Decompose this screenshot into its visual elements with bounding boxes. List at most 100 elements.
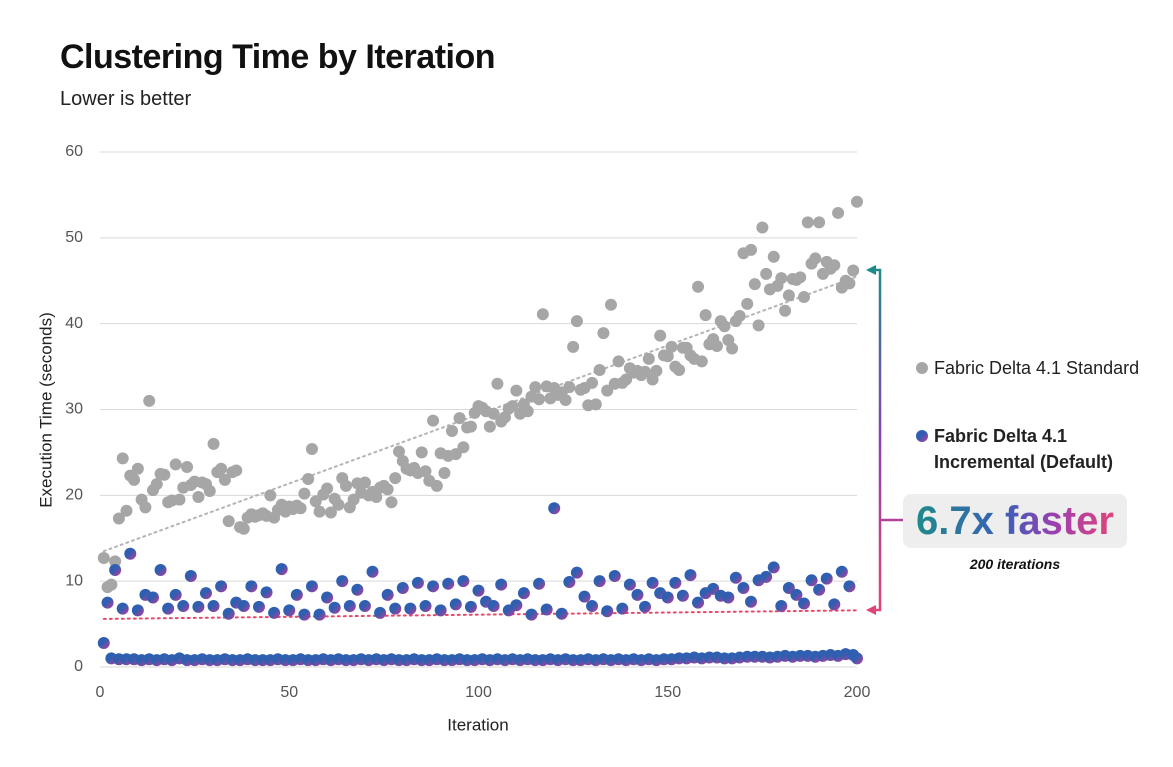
point xyxy=(427,580,440,593)
y-tick-label: 50 xyxy=(65,229,83,246)
point xyxy=(105,578,118,591)
point xyxy=(745,243,758,256)
point xyxy=(150,478,163,491)
point xyxy=(506,400,519,413)
point xyxy=(805,574,818,587)
point xyxy=(351,583,364,596)
point xyxy=(215,462,228,475)
point xyxy=(298,487,311,500)
point xyxy=(798,597,811,610)
point xyxy=(411,576,424,589)
point xyxy=(324,506,337,519)
point xyxy=(828,259,841,272)
point xyxy=(586,376,599,389)
point xyxy=(430,479,443,492)
point xyxy=(332,498,345,511)
point xyxy=(434,604,447,617)
point xyxy=(495,578,508,591)
point xyxy=(237,600,250,613)
x-tick-label: 0 xyxy=(96,684,105,701)
y-tick-label: 10 xyxy=(65,572,83,589)
point xyxy=(302,473,315,486)
point xyxy=(570,566,583,579)
point xyxy=(741,297,754,310)
point xyxy=(555,607,568,620)
point xyxy=(760,570,773,583)
point xyxy=(313,608,326,621)
point xyxy=(222,607,235,620)
point xyxy=(154,564,167,577)
point xyxy=(230,464,243,477)
annotation: 6.7x faster xyxy=(916,499,1114,543)
point xyxy=(181,461,194,474)
point xyxy=(146,591,159,604)
point xyxy=(593,575,606,588)
point xyxy=(676,589,689,602)
point xyxy=(404,602,417,615)
point xyxy=(510,599,523,612)
point xyxy=(832,206,845,219)
point xyxy=(570,315,583,328)
point xyxy=(321,591,334,604)
point xyxy=(608,570,621,583)
point xyxy=(729,571,742,584)
point xyxy=(623,578,636,591)
point xyxy=(305,580,318,593)
legend-marker xyxy=(916,362,928,374)
point xyxy=(446,424,459,437)
point xyxy=(529,381,542,394)
point xyxy=(646,576,659,589)
point xyxy=(487,600,500,613)
point xyxy=(328,601,341,614)
point xyxy=(457,575,470,588)
annotation-box: 6.7x faster xyxy=(903,494,1127,548)
point xyxy=(393,445,406,458)
point xyxy=(847,264,860,277)
arrow-bottom xyxy=(866,605,876,615)
point xyxy=(790,588,803,601)
y-tick-label: 0 xyxy=(74,658,83,675)
point xyxy=(268,606,281,619)
point xyxy=(767,561,780,574)
point xyxy=(612,355,625,368)
point xyxy=(813,583,826,596)
point xyxy=(120,504,133,517)
point xyxy=(109,555,122,568)
point xyxy=(298,608,311,621)
y-tick-label: 40 xyxy=(65,315,83,332)
point xyxy=(809,252,822,265)
point xyxy=(464,420,477,433)
point xyxy=(684,569,697,582)
point xyxy=(801,216,814,229)
point xyxy=(589,398,602,411)
point xyxy=(237,522,250,535)
point xyxy=(453,412,466,425)
point xyxy=(321,482,334,495)
point xyxy=(340,479,353,492)
point xyxy=(692,596,705,609)
point xyxy=(101,596,114,609)
point xyxy=(567,340,580,353)
point xyxy=(385,496,398,509)
y-axis-label: Execution Time (seconds) xyxy=(36,312,55,508)
point xyxy=(586,600,599,613)
point xyxy=(358,600,371,613)
point xyxy=(294,502,307,515)
point xyxy=(218,473,231,486)
point xyxy=(487,407,500,420)
point xyxy=(449,598,462,611)
point xyxy=(563,576,576,589)
point xyxy=(673,364,686,377)
point xyxy=(389,472,402,485)
point xyxy=(718,320,731,333)
point xyxy=(203,485,216,498)
point xyxy=(336,575,349,588)
legend-label: Fabric Delta 4.1 Incremental (Default) xyxy=(934,426,1114,472)
chart-subtitle: Lower is better xyxy=(60,88,192,110)
point xyxy=(313,505,326,518)
point xyxy=(116,602,129,615)
point xyxy=(794,271,807,284)
point xyxy=(464,600,477,613)
point xyxy=(597,327,610,340)
